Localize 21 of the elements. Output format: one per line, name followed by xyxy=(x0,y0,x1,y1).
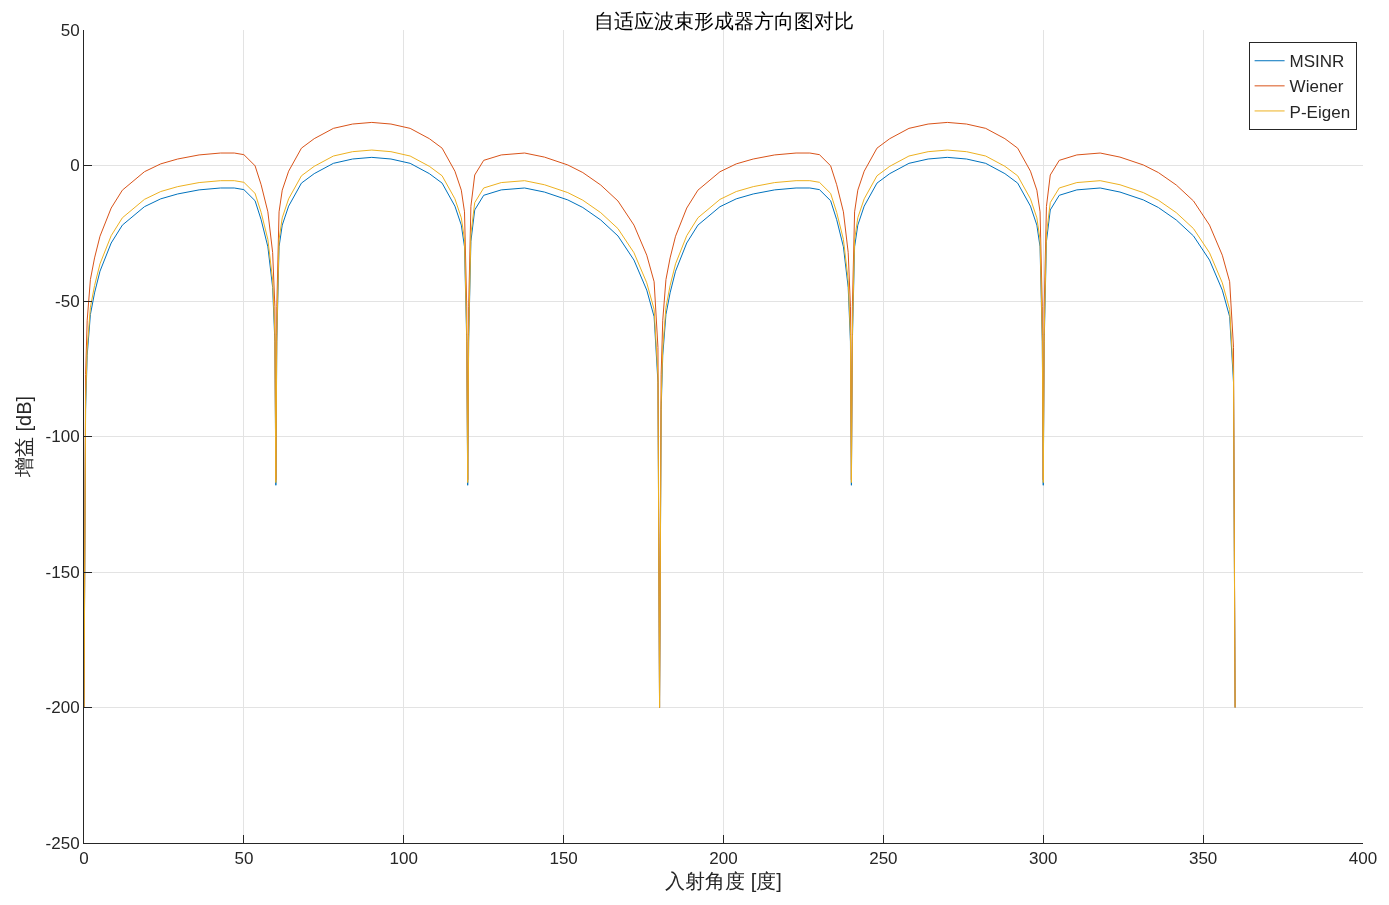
y-axis-title: 增益 [dB] xyxy=(13,395,36,479)
legend-label: P-Eigen xyxy=(1289,102,1351,122)
y-tick-label: -150 xyxy=(45,562,80,582)
legend-label: Wiener xyxy=(1289,77,1344,97)
y-tick-label: -200 xyxy=(45,698,80,718)
x-tick-label: 300 xyxy=(1029,849,1058,869)
y-tick-label: 0 xyxy=(70,156,80,176)
x-tick-label: 50 xyxy=(234,849,254,869)
x-tick-label: 250 xyxy=(869,849,898,869)
x-tick-label: 100 xyxy=(389,849,418,869)
x-tick-label: 400 xyxy=(1348,849,1378,869)
chart-title: 自适应波束形成器方向图对比 xyxy=(593,9,854,32)
x-tick-label: 350 xyxy=(1188,849,1218,869)
legend-label: MSINR xyxy=(1289,52,1345,72)
y-tick-label: -250 xyxy=(45,833,80,853)
y-tick-label: 50 xyxy=(60,20,80,40)
x-tick-label: 200 xyxy=(709,849,738,869)
y-tick-label: -50 xyxy=(55,291,80,311)
y-tick-label: -100 xyxy=(45,427,80,447)
x-axis-title: 入射角度 [度] xyxy=(665,869,782,892)
x-tick-label: 150 xyxy=(549,849,578,869)
